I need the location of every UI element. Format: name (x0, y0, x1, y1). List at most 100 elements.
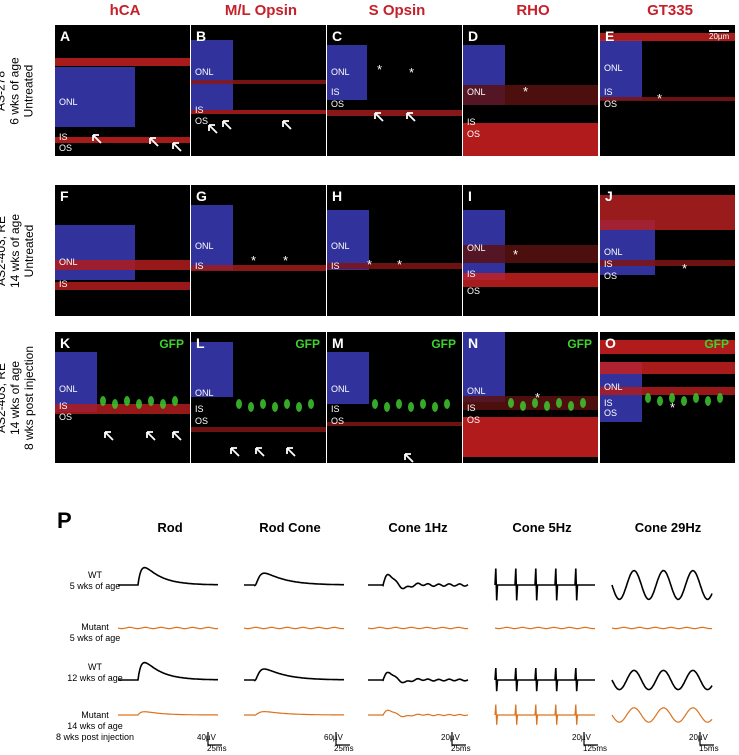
asterisk-marker: * (657, 91, 663, 106)
erg-scale-bar (207, 732, 222, 746)
panel-label: G (196, 188, 207, 204)
scale-bar-h-4: 125ms (583, 744, 608, 753)
stain-band (191, 80, 326, 84)
layer-label: OS (331, 416, 345, 426)
stain-band (463, 245, 598, 263)
stain-band (55, 404, 190, 414)
erg-trace (367, 626, 469, 630)
asterisk-marker: * (367, 257, 373, 272)
scale-bar-h-5: 15ms (699, 744, 719, 753)
layer-label: IS (59, 279, 68, 289)
gfp-cell (580, 398, 586, 408)
stain-band (327, 422, 462, 426)
panel-label: A (60, 28, 71, 44)
arrow-icon (149, 137, 159, 147)
panel-label: J (605, 188, 613, 204)
onl-nuclear-stain (327, 210, 369, 270)
layer-label: ONL (195, 388, 214, 398)
micrograph-panel-o: O ONL IS OS * GFP (600, 332, 735, 463)
micrograph-panel-c: C ONL IS OS * * (327, 25, 462, 156)
scale-bar-v-3: 20µV (441, 733, 460, 742)
asterisk-marker: * (397, 257, 403, 272)
arrow-icon (104, 431, 114, 441)
onl-nuclear-stain (191, 342, 233, 397)
gfp-cell (508, 398, 514, 408)
stain-band (600, 33, 735, 41)
gfp-label: GFP (295, 337, 320, 351)
panel-label: F (60, 188, 69, 204)
erg-trace (118, 566, 218, 586)
layer-label: ONL (331, 384, 350, 394)
gfp-cell (100, 396, 106, 406)
erg-scale-bar (451, 732, 466, 746)
layer-label: ONL (604, 382, 623, 392)
onl-nuclear-stain (55, 67, 135, 127)
layer-label: ONL (59, 97, 78, 107)
erg-scale-bar (699, 732, 714, 746)
gfp-label: GFP (159, 337, 184, 351)
onl-nuclear-stain (55, 225, 135, 280)
erg-row-label-3: WT 12 wks of age (40, 662, 150, 684)
asterisk-marker: * (670, 400, 676, 415)
arrow-icon (282, 120, 292, 130)
scale-bar-label: 20µm (709, 32, 730, 41)
micrograph-panel-j: J ONL IS OS * (600, 185, 735, 316)
layer-label: ONL (195, 241, 214, 251)
erg-trace (368, 671, 469, 684)
gfp-cell (284, 399, 290, 409)
stain-band (600, 387, 735, 395)
erg-row-label-line: Mutant (81, 710, 109, 720)
micrograph-panel-k: K ONL IS OS GFP (55, 332, 190, 463)
layer-label: OS (467, 415, 481, 425)
gfp-cell (384, 402, 390, 412)
arrow-icon (255, 447, 265, 457)
onl-nuclear-stain (191, 40, 233, 110)
column-header-gt335: GT335 (647, 2, 693, 19)
micrograph-panel-a: A ONL IS OS (55, 25, 190, 156)
gfp-cell (136, 399, 142, 409)
micrograph-image (327, 45, 462, 122)
erg-header-cone-1hz: Cone 1Hz (388, 520, 448, 535)
panel-label: E (605, 28, 615, 44)
panel-label: O (605, 335, 616, 351)
erg-scale-bar (583, 732, 598, 746)
micrograph-image (600, 340, 735, 422)
stain-band (600, 362, 735, 374)
erg-row-label-line: Mutant (81, 622, 109, 632)
layer-label: OS (467, 129, 481, 139)
gfp-label: GFP (704, 337, 729, 351)
panel-label-p: P (57, 508, 72, 533)
gfp-cell (717, 393, 723, 403)
layer-label: ONL (331, 67, 350, 77)
gfp-cell (124, 396, 130, 406)
micrograph-image (327, 210, 462, 270)
stain-band (463, 396, 598, 410)
column-header-rho: RHO (516, 2, 550, 19)
stain-band (463, 123, 598, 156)
micrograph-image (463, 45, 598, 156)
micrograph-panel-f: F ONL IS (55, 185, 190, 316)
layer-label: OS (604, 408, 618, 418)
layer-label: IS (195, 105, 204, 115)
gfp-cell (544, 401, 550, 411)
layer-label: IS (195, 404, 204, 414)
layer-label: IS (195, 261, 204, 271)
gfp-cell (693, 393, 699, 403)
panel-label: D (468, 28, 479, 44)
erg-header-cone-29hz: Cone 29Hz (634, 520, 702, 535)
layer-label: ONL (331, 241, 350, 251)
layer-label: OS (467, 286, 481, 296)
stain-band (600, 195, 735, 230)
arrow-icon (222, 120, 232, 130)
gfp-cell (272, 402, 278, 412)
erg-trace (368, 573, 469, 590)
panel-label: H (332, 188, 343, 204)
micrograph-image (463, 210, 598, 287)
micrograph-panel-h: H ONL IS * * (327, 185, 462, 316)
erg-trace (117, 626, 219, 630)
layer-label: ONL (195, 67, 214, 77)
asterisk-marker: * (377, 62, 383, 77)
gfp-cell (532, 398, 538, 408)
micrograph-panel-l: L ONL IS OS GFP (191, 332, 326, 463)
layer-label: IS (604, 87, 613, 97)
